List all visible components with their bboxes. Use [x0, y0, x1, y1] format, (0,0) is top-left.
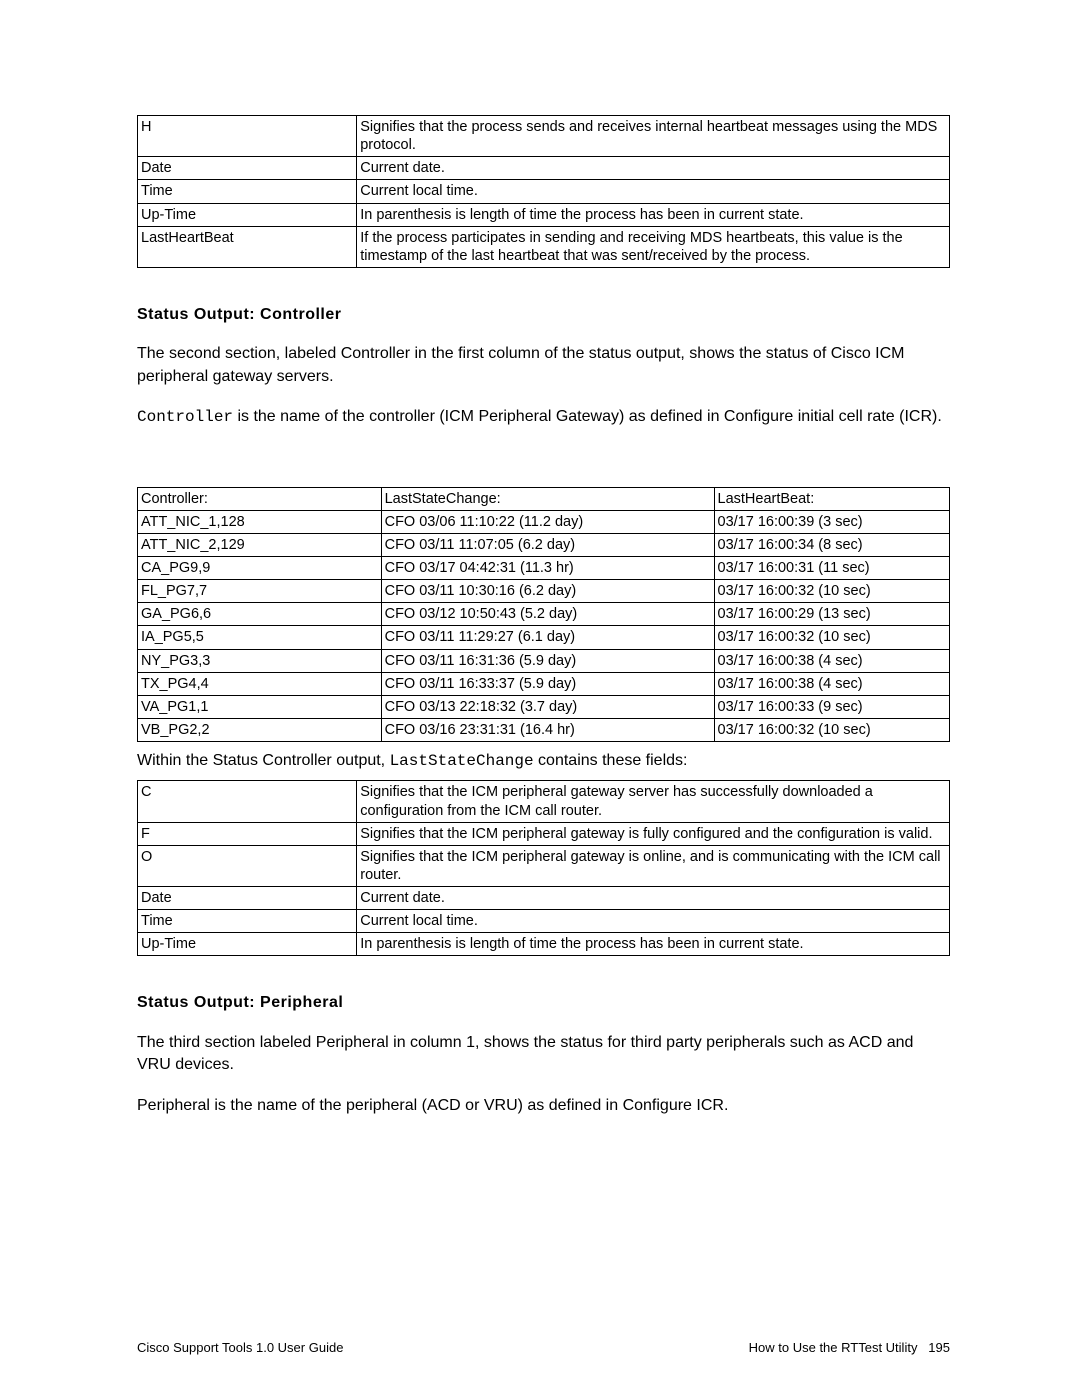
cell: CFO 03/11 16:33:37 (5.9 day): [381, 672, 714, 695]
col-controller: Controller:: [138, 487, 382, 510]
table-row: FSignifies that the ICM peripheral gatew…: [138, 822, 950, 845]
page-footer: Cisco Support Tools 1.0 User Guide How t…: [137, 1339, 950, 1357]
cell-key: C: [138, 781, 357, 822]
footer-right: How to Use the RTTest Utility 195: [749, 1339, 950, 1357]
table-row: DateCurrent date.: [138, 157, 950, 180]
heading-status-controller: Status Output: Controller: [137, 304, 950, 326]
footer-left: Cisco Support Tools 1.0 User Guide: [137, 1339, 343, 1357]
cell: FL_PG7,7: [138, 580, 382, 603]
table-row: CA_PG9,9CFO 03/17 04:42:31 (11.3 hr)03/1…: [138, 557, 950, 580]
cell: CFO 03/17 04:42:31 (11.3 hr): [381, 557, 714, 580]
cell: CFO 03/16 23:31:31 (16.4 hr): [381, 718, 714, 741]
footer-page-number: 195: [928, 1340, 950, 1355]
cell-key: Time: [138, 180, 357, 203]
cell: CFO 03/06 11:10:22 (11.2 day): [381, 510, 714, 533]
table-row: GA_PG6,6CFO 03/12 10:50:43 (5.2 day)03/1…: [138, 603, 950, 626]
cell-key: LastHeartBeat: [138, 226, 357, 267]
cell: CFO 03/13 22:18:32 (3.7 day): [381, 695, 714, 718]
col-lastheartbeat: LastHeartBeat:: [714, 487, 950, 510]
cell-val: If the process participates in sending a…: [357, 226, 950, 267]
cell: CFO 03/11 11:29:27 (6.1 day): [381, 626, 714, 649]
pre: Within the Status Controller output,: [137, 752, 390, 769]
cell: CFO 03/11 10:30:16 (6.2 day): [381, 580, 714, 603]
table-row: NY_PG3,3CFO 03/11 16:31:36 (5.9 day)03/1…: [138, 649, 950, 672]
cell: TX_PG4,4: [138, 672, 382, 695]
table-row: OSignifies that the ICM peripheral gatew…: [138, 845, 950, 886]
definitions-table-2: CSignifies that the ICM peripheral gatew…: [137, 780, 950, 956]
cell: IA_PG5,5: [138, 626, 382, 649]
table-row: ATT_NIC_2,129CFO 03/11 11:07:05 (6.2 day…: [138, 533, 950, 556]
mono-laststatechange: LastStateChange: [390, 752, 534, 770]
table-row: VA_PG1,1CFO 03/13 22:18:32 (3.7 day)03/1…: [138, 695, 950, 718]
heading-status-peripheral: Status Output: Peripheral: [137, 992, 950, 1014]
cell-key: Date: [138, 157, 357, 180]
cell-key: Up-Time: [138, 203, 357, 226]
cell-key: H: [138, 116, 357, 157]
table-row: HSignifies that the process sends and re…: [138, 116, 950, 157]
cell: CFO 03/11 16:31:36 (5.9 day): [381, 649, 714, 672]
cell: NY_PG3,3: [138, 649, 382, 672]
cell: 03/17 16:00:32 (10 sec): [714, 580, 950, 603]
post: contains these fields:: [534, 752, 688, 769]
cell-val: In parenthesis is length of time the pro…: [357, 203, 950, 226]
cell-val: Signifies that the process sends and rec…: [357, 116, 950, 157]
cell-val: Current date.: [357, 157, 950, 180]
cell: 03/17 16:00:38 (4 sec): [714, 672, 950, 695]
cell: 03/17 16:00:33 (9 sec): [714, 695, 950, 718]
table-row: ATT_NIC_1,128CFO 03/06 11:10:22 (11.2 da…: [138, 510, 950, 533]
table-header-row: Controller: LastStateChange: LastHeartBe…: [138, 487, 950, 510]
controller-table: Controller: LastStateChange: LastHeartBe…: [137, 487, 950, 742]
para-peripheral-2: Peripheral is the name of the peripheral…: [137, 1095, 950, 1117]
table-row: IA_PG5,5CFO 03/11 11:29:27 (6.1 day)03/1…: [138, 626, 950, 649]
table-row: Up-TimeIn parenthesis is length of time …: [138, 933, 950, 956]
table-row: DateCurrent date.: [138, 887, 950, 910]
cell: 03/17 16:00:34 (8 sec): [714, 533, 950, 556]
cell: CFO 03/12 10:50:43 (5.2 day): [381, 603, 714, 626]
cell: CFO 03/11 11:07:05 (6.2 day): [381, 533, 714, 556]
para-peripheral-1: The third section labeled Peripheral in …: [137, 1032, 950, 1077]
cell-val: Current local time.: [357, 910, 950, 933]
cell-key: Time: [138, 910, 357, 933]
cell: ATT_NIC_1,128: [138, 510, 382, 533]
cell: VA_PG1,1: [138, 695, 382, 718]
cell-val: In parenthesis is length of time the pro…: [357, 933, 950, 956]
para-laststatechange-fields: Within the Status Controller output, Las…: [137, 750, 950, 772]
table-row: TimeCurrent local time.: [138, 910, 950, 933]
cell: 03/17 16:00:32 (10 sec): [714, 626, 950, 649]
cell-val: Signifies that the ICM peripheral gatewa…: [357, 781, 950, 822]
para-controller-2-rest: is the name of the controller (ICM Perip…: [233, 408, 942, 425]
para-controller-2: Controller is the name of the controller…: [137, 406, 950, 428]
cell-key: Date: [138, 887, 357, 910]
para-controller-1: The second section, labeled Controller i…: [137, 343, 950, 388]
mono-controller-word: Controller: [137, 408, 233, 426]
cell: 03/17 16:00:29 (13 sec): [714, 603, 950, 626]
cell-key: Up-Time: [138, 933, 357, 956]
col-laststatechange: LastStateChange:: [381, 487, 714, 510]
table-row: TimeCurrent local time.: [138, 180, 950, 203]
table-row: FL_PG7,7CFO 03/11 10:30:16 (6.2 day)03/1…: [138, 580, 950, 603]
definitions-table-1: HSignifies that the process sends and re…: [137, 115, 950, 268]
table-row: VB_PG2,2CFO 03/16 23:31:31 (16.4 hr)03/1…: [138, 718, 950, 741]
cell: GA_PG6,6: [138, 603, 382, 626]
cell: 03/17 16:00:38 (4 sec): [714, 649, 950, 672]
cell-val: Signifies that the ICM peripheral gatewa…: [357, 822, 950, 845]
table-row: LastHeartBeatIf the process participates…: [138, 226, 950, 267]
cell: 03/17 16:00:31 (11 sec): [714, 557, 950, 580]
cell-key: O: [138, 845, 357, 886]
cell-val: Current date.: [357, 887, 950, 910]
cell-val: Signifies that the ICM peripheral gatewa…: [357, 845, 950, 886]
table-row: CSignifies that the ICM peripheral gatew…: [138, 781, 950, 822]
table-row: Up-TimeIn parenthesis is length of time …: [138, 203, 950, 226]
table1-body: HSignifies that the process sends and re…: [138, 116, 950, 268]
cell: ATT_NIC_2,129: [138, 533, 382, 556]
footer-right-label: How to Use the RTTest Utility: [749, 1340, 918, 1355]
cell: CA_PG9,9: [138, 557, 382, 580]
cell: 03/17 16:00:39 (3 sec): [714, 510, 950, 533]
cell: VB_PG2,2: [138, 718, 382, 741]
table-row: TX_PG4,4CFO 03/11 16:33:37 (5.9 day)03/1…: [138, 672, 950, 695]
cell-key: F: [138, 822, 357, 845]
cell-val: Current local time.: [357, 180, 950, 203]
cell: 03/17 16:00:32 (10 sec): [714, 718, 950, 741]
